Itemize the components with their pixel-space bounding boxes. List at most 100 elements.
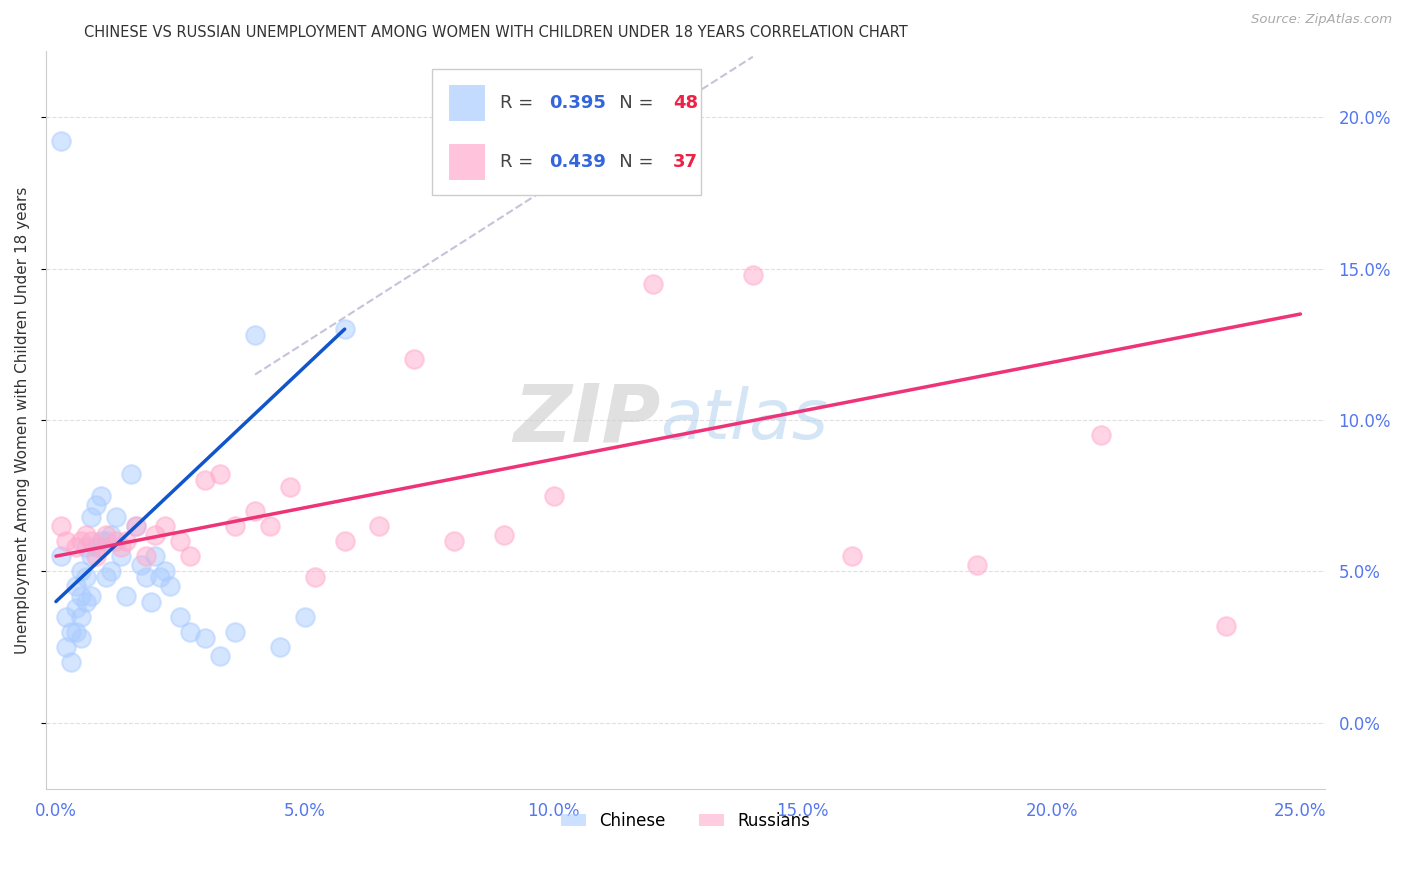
Point — [55, 640, 77, 654]
Point — [209, 467, 232, 482]
Text: N =: N = — [603, 94, 659, 112]
Point — [110, 540, 132, 554]
Point — [114, 589, 136, 603]
Point — [643, 277, 665, 291]
Point — [155, 519, 177, 533]
Point — [278, 479, 301, 493]
Point — [243, 504, 266, 518]
Point — [80, 534, 103, 549]
Point — [59, 624, 82, 639]
Point — [90, 534, 112, 549]
Point — [404, 352, 426, 367]
Text: Source: ZipAtlas.com: Source: ZipAtlas.com — [1251, 13, 1392, 27]
Point — [110, 549, 132, 563]
Point — [80, 589, 103, 603]
Point — [124, 519, 146, 533]
Bar — [449, 85, 485, 121]
Point — [69, 609, 91, 624]
Point — [65, 624, 87, 639]
Point — [75, 528, 97, 542]
Text: R =: R = — [501, 94, 538, 112]
Point — [1215, 619, 1237, 633]
Point — [94, 534, 117, 549]
Point — [65, 540, 87, 554]
Text: 37: 37 — [673, 153, 697, 171]
Point — [49, 135, 72, 149]
Point — [368, 519, 391, 533]
Text: R =: R = — [501, 153, 538, 171]
Point — [294, 609, 316, 624]
Y-axis label: Unemployment Among Women with Children Under 18 years: Unemployment Among Women with Children U… — [15, 186, 30, 654]
Point — [149, 570, 172, 584]
Point — [841, 549, 863, 563]
Point — [543, 489, 565, 503]
Point — [145, 549, 167, 563]
Point — [84, 549, 107, 563]
Point — [65, 579, 87, 593]
Point — [179, 624, 201, 639]
Point — [135, 549, 157, 563]
Point — [492, 528, 515, 542]
Point — [1090, 428, 1112, 442]
Point — [155, 564, 177, 578]
Point — [443, 534, 465, 549]
Point — [124, 519, 146, 533]
Point — [75, 570, 97, 584]
Text: atlas: atlas — [659, 386, 828, 453]
Point — [75, 594, 97, 608]
Point — [224, 624, 246, 639]
Point — [59, 655, 82, 669]
Point — [84, 498, 107, 512]
Bar — [449, 144, 485, 180]
Text: CHINESE VS RUSSIAN UNEMPLOYMENT AMONG WOMEN WITH CHILDREN UNDER 18 YEARS CORRELA: CHINESE VS RUSSIAN UNEMPLOYMENT AMONG WO… — [84, 25, 908, 40]
Point — [169, 609, 191, 624]
Text: N =: N = — [603, 153, 659, 171]
Point — [104, 534, 127, 549]
Point — [55, 534, 77, 549]
Point — [84, 540, 107, 554]
Point — [69, 589, 91, 603]
Point — [129, 558, 152, 573]
Point — [333, 322, 356, 336]
Point — [69, 564, 91, 578]
Point — [243, 328, 266, 343]
Point — [114, 534, 136, 549]
Point — [333, 534, 356, 549]
Point — [80, 549, 103, 563]
Point — [741, 268, 763, 282]
Point — [104, 509, 127, 524]
Point — [100, 564, 122, 578]
Text: 48: 48 — [673, 94, 697, 112]
Text: 0.439: 0.439 — [548, 153, 606, 171]
Point — [49, 519, 72, 533]
Point — [194, 631, 217, 645]
Point — [75, 540, 97, 554]
Point — [94, 570, 117, 584]
Point — [966, 558, 988, 573]
Point — [65, 600, 87, 615]
Point — [49, 549, 72, 563]
Point — [159, 579, 181, 593]
Text: 0.395: 0.395 — [548, 94, 606, 112]
Point — [120, 467, 142, 482]
Point — [145, 528, 167, 542]
Point — [55, 609, 77, 624]
Point — [90, 489, 112, 503]
Legend: Chinese, Russians: Chinese, Russians — [554, 805, 817, 837]
Point — [90, 540, 112, 554]
Point — [69, 534, 91, 549]
FancyBboxPatch shape — [432, 70, 702, 194]
Point — [179, 549, 201, 563]
Point — [139, 594, 162, 608]
Point — [194, 474, 217, 488]
Point — [259, 519, 281, 533]
Point — [135, 570, 157, 584]
Text: ZIP: ZIP — [513, 381, 659, 459]
Point — [224, 519, 246, 533]
Point — [169, 534, 191, 549]
Point — [269, 640, 291, 654]
Point — [304, 570, 326, 584]
Point — [69, 631, 91, 645]
Point — [94, 528, 117, 542]
Point — [80, 509, 103, 524]
